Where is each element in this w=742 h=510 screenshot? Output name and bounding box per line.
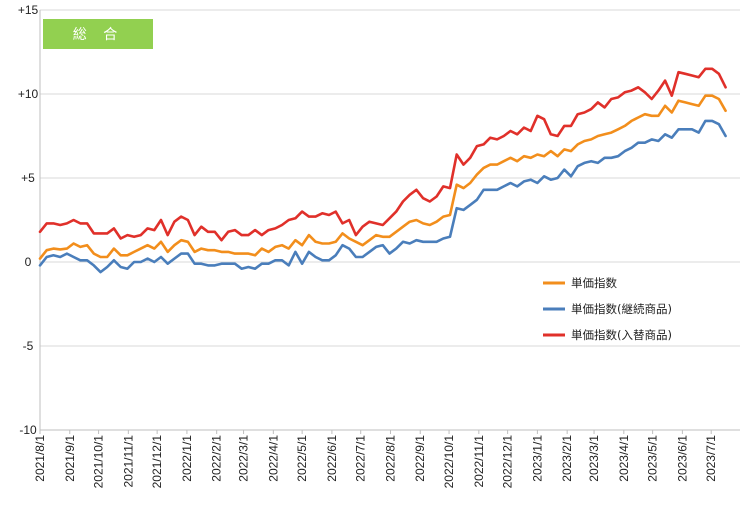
- series-lines: [38, 67, 727, 274]
- title-badge: 総 合: [43, 19, 153, 49]
- x-tick-label: 2022/2/1: [210, 435, 224, 482]
- x-tick-label: 2023/1/1: [530, 435, 544, 482]
- y-tick-label: -5: [23, 339, 34, 353]
- x-tick-label: 2022/9/1: [413, 435, 427, 482]
- x-tick-label: 2021/9/1: [63, 435, 77, 482]
- x-tick-label: 2022/8/1: [383, 435, 397, 482]
- legend-label: 単価指数(継続商品): [571, 302, 672, 316]
- y-tick-label: 0: [25, 255, 32, 269]
- x-tick-label: 2022/7/1: [354, 435, 368, 482]
- legend-label: 単価指数: [571, 276, 617, 290]
- x-axis: 2021/8/1 2021/9/1 2021/10/1 2021/11/1 2021/1…: [33, 429, 740, 489]
- x-tick-label: 2023/2/1: [560, 435, 574, 482]
- legend-label: 単価指数(入替商品): [571, 328, 672, 342]
- x-tick-label: 2021/8/1: [33, 435, 47, 482]
- x-tick-label: 2022/11/1: [472, 435, 486, 488]
- series-line-0: [38, 94, 727, 260]
- y-tick-label: -10: [19, 423, 37, 437]
- x-tick-label: 2021/11/1: [121, 435, 135, 488]
- x-tick-label: 2023/3/1: [587, 435, 601, 482]
- x-tick-label: 2022/4/1: [266, 435, 280, 482]
- y-tick-label: +10: [18, 87, 39, 101]
- x-tick-label: 2023/6/1: [675, 435, 689, 482]
- x-tick-label: 2022/6/1: [325, 435, 339, 482]
- x-tick-label: 2021/12/1: [150, 435, 164, 489]
- y-tick-label: +5: [21, 171, 35, 185]
- series-line-2: [38, 67, 727, 242]
- y-axis: +15 +10 +5 0 -5 -10: [18, 3, 41, 437]
- x-tick-label: 2022/10/1: [442, 435, 456, 489]
- x-tick-label: 2022/12/1: [501, 435, 515, 489]
- title-badge-label: 総 合: [73, 27, 123, 43]
- title-badge-background: [43, 19, 153, 49]
- x-tick-label: 2023/5/1: [646, 435, 660, 482]
- x-tick-label: 2021/10/1: [92, 435, 106, 489]
- x-tick-label: 2023/4/1: [617, 435, 631, 482]
- x-tick-label: 2022/5/1: [295, 435, 309, 482]
- gridlines: [40, 9, 740, 431]
- x-tick-label: 2023/7/1: [704, 435, 718, 482]
- x-tick-label: 2022/3/1: [237, 435, 251, 482]
- series-line-1: [38, 119, 727, 274]
- x-tick-label: 2022/1/1: [180, 435, 194, 482]
- y-tick-label: +15: [18, 3, 39, 17]
